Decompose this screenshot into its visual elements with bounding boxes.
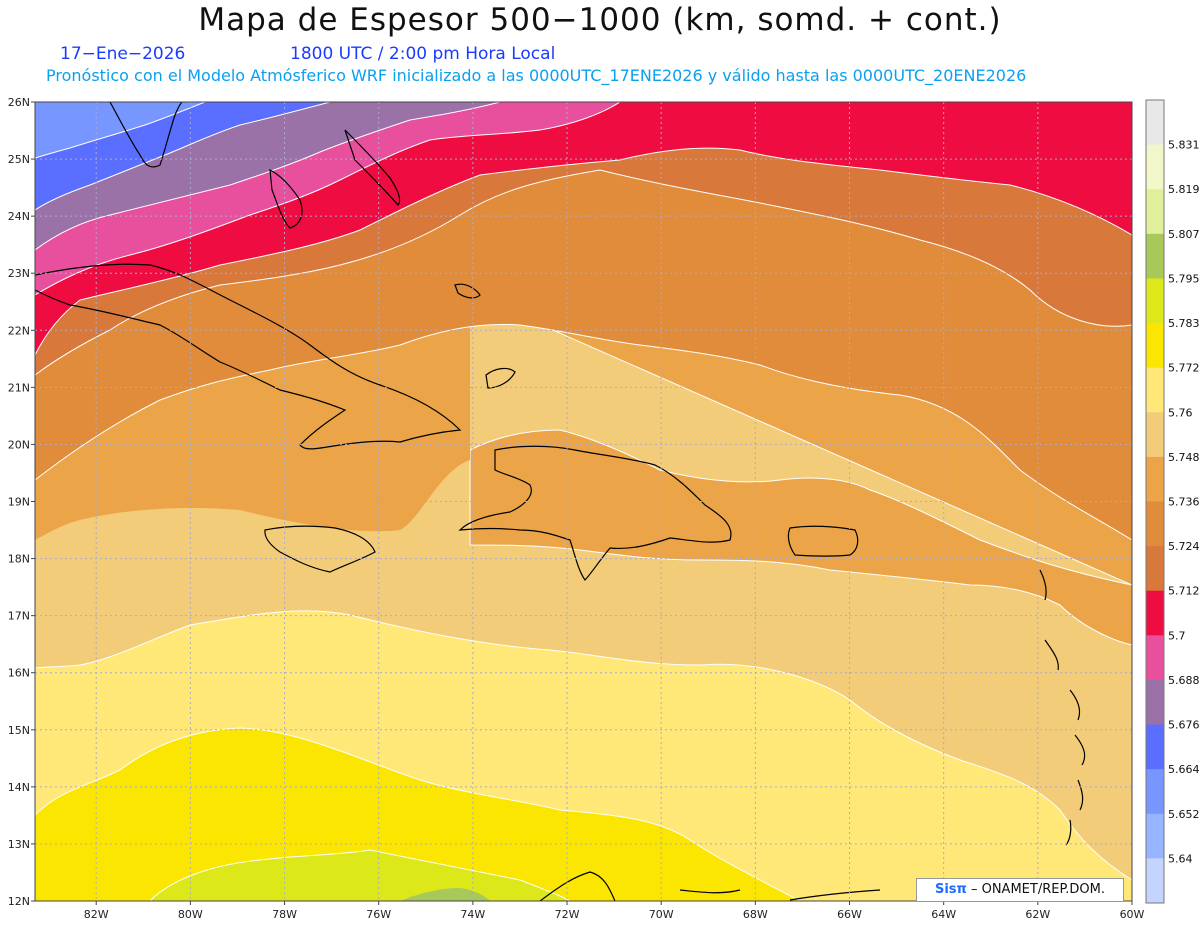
colorbar-swatch-12 bbox=[1146, 635, 1164, 681]
lon-label-82W: 82W bbox=[84, 908, 109, 921]
colorbar-label-5.664: 5.664 bbox=[1168, 763, 1200, 776]
lat-label-21N: 21N bbox=[8, 381, 30, 394]
lon-label-74W: 74W bbox=[460, 908, 485, 921]
lat-label-16N: 16N bbox=[8, 667, 30, 680]
colorbar-swatch-3 bbox=[1146, 233, 1164, 279]
colorbar-label-5.736: 5.736 bbox=[1168, 496, 1200, 509]
colorbar-label-5.795: 5.795 bbox=[1168, 272, 1200, 285]
colorbar-label-5.652: 5.652 bbox=[1168, 808, 1200, 821]
lat-label-23N: 23N bbox=[8, 267, 30, 280]
lon-label-68W: 68W bbox=[743, 908, 768, 921]
band-5652 bbox=[35, 102, 206, 159]
colorbar-swatch-17 bbox=[1146, 858, 1164, 904]
lat-label-26N: 26N bbox=[8, 96, 30, 109]
time-label: 1800 UTC / 2:00 pm Hora Local bbox=[290, 44, 556, 64]
colorbar-swatch-9 bbox=[1146, 501, 1164, 547]
colorbar-swatch-6 bbox=[1146, 367, 1164, 413]
lat-label-20N: 20N bbox=[8, 438, 30, 451]
colorbar-label-5.783: 5.783 bbox=[1168, 317, 1200, 330]
coastlines bbox=[35, 102, 1086, 901]
south-america-coast bbox=[539, 871, 881, 901]
lon-label-70W: 70W bbox=[649, 908, 674, 921]
lat-label-22N: 22N bbox=[8, 324, 30, 337]
lon-label-80W: 80W bbox=[178, 908, 203, 921]
lat-label-13N: 13N bbox=[8, 838, 30, 851]
colorbar-swatch-0 bbox=[1146, 100, 1164, 146]
bahamas-island-2 bbox=[344, 129, 401, 206]
band-5783 bbox=[149, 849, 571, 901]
lesser-antilles bbox=[1039, 569, 1086, 846]
lon-label-62W: 62W bbox=[1025, 908, 1050, 921]
lat-label-18N: 18N bbox=[8, 553, 30, 566]
colorbar-swatch-4 bbox=[1146, 278, 1164, 324]
lat-label-17N: 17N bbox=[8, 610, 30, 623]
colorbar-label-5.676: 5.676 bbox=[1168, 719, 1200, 732]
colorbar-label-5.76: 5.76 bbox=[1168, 406, 1193, 419]
longitude-labels: 82W 80W 78W 76W 74W 72W 70W 68W 66W 64W 62W 60W bbox=[84, 901, 1145, 921]
florida-coast bbox=[109, 102, 183, 168]
colorbar-label-5.807: 5.807 bbox=[1168, 228, 1200, 241]
graticule bbox=[35, 102, 1132, 901]
cuba-coast bbox=[35, 263, 462, 450]
colorbar-label-5.712: 5.712 bbox=[1168, 585, 1200, 598]
colorbar-swatch-11 bbox=[1146, 590, 1164, 636]
lon-label-64W: 64W bbox=[931, 908, 956, 921]
colorbar-swatch-1 bbox=[1146, 144, 1164, 190]
lon-label-60W: 60W bbox=[1120, 908, 1145, 921]
colorbar-swatch-13 bbox=[1146, 679, 1164, 726]
colorbar-swatch-7 bbox=[1146, 412, 1164, 458]
bahamas-island bbox=[269, 168, 303, 229]
colorbar-frame bbox=[1145, 99, 1165, 904]
bahamas-island-3 bbox=[454, 283, 481, 299]
colorbar: 5.831 5.819 5.807 5.795 5.783 5.772 5.76 5.748 5… bbox=[1145, 99, 1200, 904]
lon-label-76W: 76W bbox=[366, 908, 391, 921]
lon-label-66W: 66W bbox=[837, 908, 862, 921]
map-title: Mapa de Espesor 500−1000 (km, somd. + co… bbox=[198, 2, 1002, 38]
lat-label-12N: 12N bbox=[8, 895, 30, 908]
jamaica-coast bbox=[264, 525, 376, 573]
forecast-info: Pronóstico con el Modelo Atmósferico WRF… bbox=[46, 66, 1027, 85]
hispaniola-coast bbox=[458, 445, 732, 581]
bahamas-island-4 bbox=[485, 367, 516, 389]
colorbar-swatch-10 bbox=[1146, 546, 1164, 592]
band-5772 bbox=[35, 727, 801, 901]
colorbar-swatch-8 bbox=[1146, 456, 1164, 502]
colorbar-label-5.819: 5.819 bbox=[1168, 183, 1200, 196]
date-label: 17−Ene−2026 bbox=[60, 44, 186, 64]
puerto-rico-coast bbox=[787, 525, 859, 557]
colorbar-swatch-14 bbox=[1146, 724, 1164, 770]
credit-brand: Sisπ bbox=[934, 882, 967, 897]
lon-label-78W: 78W bbox=[272, 908, 297, 921]
colorbar-swatch-5 bbox=[1146, 323, 1164, 369]
lat-label-24N: 24N bbox=[8, 210, 30, 223]
band-5795 bbox=[400, 888, 490, 901]
colorbar-swatch-2 bbox=[1146, 189, 1164, 235]
credit-text: – ONAMET/REP.DOM. bbox=[970, 882, 1105, 897]
lat-label-15N: 15N bbox=[8, 724, 30, 737]
lat-label-19N: 19N bbox=[8, 496, 30, 509]
colorbar-label-5.831: 5.831 bbox=[1168, 139, 1200, 152]
colorbar-label-5.772: 5.772 bbox=[1168, 362, 1200, 375]
lat-label-14N: 14N bbox=[8, 781, 30, 794]
colorbar-label-5.724: 5.724 bbox=[1168, 540, 1200, 553]
latitude-labels: 26N 25N 24N 23N 22N 21N 20N 19N 18N 17N 16N 15N 14N 1… bbox=[8, 96, 35, 908]
colorbar-swatch-15 bbox=[1146, 769, 1164, 815]
colorbar-label-5.7: 5.7 bbox=[1168, 629, 1186, 642]
colorbar-label-5.748: 5.748 bbox=[1168, 451, 1200, 464]
lon-label-72W: 72W bbox=[555, 908, 580, 921]
colorbar-swatch-16 bbox=[1146, 813, 1164, 859]
credit-box: Sisπ – ONAMET/REP.DOM. bbox=[916, 878, 1124, 902]
map-area bbox=[35, 102, 1132, 901]
colorbar-label-5.64: 5.64 bbox=[1168, 852, 1193, 865]
colorbar-label-5.688: 5.688 bbox=[1168, 674, 1200, 687]
lat-label-25N: 25N bbox=[8, 153, 30, 166]
